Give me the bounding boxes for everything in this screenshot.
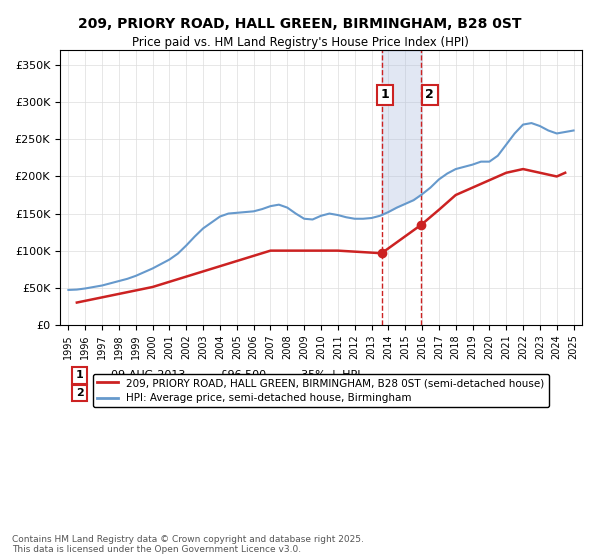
Legend: 209, PRIORY ROAD, HALL GREEN, BIRMINGHAM, B28 0ST (semi-detached house), HPI: Av: 209, PRIORY ROAD, HALL GREEN, BIRMINGHAM…	[93, 374, 549, 407]
Text: 15-DEC-2015          £135,000          21% ↓ HPI: 15-DEC-2015 £135,000 21% ↓ HPI	[97, 388, 366, 398]
Text: Price paid vs. HM Land Registry's House Price Index (HPI): Price paid vs. HM Land Registry's House …	[131, 36, 469, 49]
Text: 09-AUG-2013          £96,500          35% ↓ HPI: 09-AUG-2013 £96,500 35% ↓ HPI	[97, 370, 360, 380]
Text: 2: 2	[425, 88, 434, 101]
Text: 1: 1	[76, 370, 83, 380]
Text: 209, PRIORY ROAD, HALL GREEN, BIRMINGHAM, B28 0ST: 209, PRIORY ROAD, HALL GREEN, BIRMINGHAM…	[78, 17, 522, 31]
Text: Contains HM Land Registry data © Crown copyright and database right 2025.
This d: Contains HM Land Registry data © Crown c…	[12, 535, 364, 554]
Text: 2: 2	[76, 388, 83, 398]
Text: 1: 1	[380, 88, 389, 101]
